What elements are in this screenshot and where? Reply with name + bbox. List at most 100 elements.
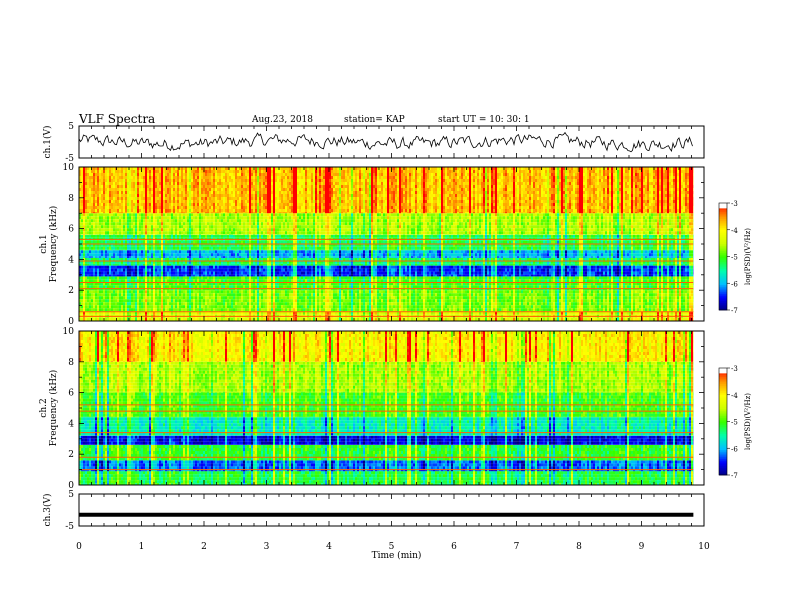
- spectrogram-cell: [607, 305, 609, 308]
- spectrogram-cell: [337, 299, 339, 302]
- spectrogram-cell: [97, 296, 99, 299]
- spectrogram-cell: [241, 296, 243, 299]
- spectrogram-cell: [253, 290, 255, 293]
- spectrogram-cell: [673, 305, 675, 308]
- spectrogram-cell: [125, 276, 127, 279]
- spectrogram-cell: [377, 279, 379, 282]
- spectrogram-cell: [373, 302, 375, 305]
- spectrogram-cell: [99, 276, 101, 279]
- spectrogram-cell: [107, 279, 109, 282]
- spectrogram-cell: [157, 279, 159, 282]
- spectrogram-cell: [81, 302, 83, 305]
- spectrogram-cell: [393, 299, 395, 302]
- spectrogram-cell: [469, 279, 471, 282]
- spectrogram-cell: [639, 276, 641, 279]
- spectrogram-cell: [135, 276, 137, 279]
- spectrogram-cell: [139, 293, 141, 296]
- spectrogram-cell: [597, 296, 599, 299]
- spectrogram-cell: [619, 279, 621, 282]
- spectrogram-cell: [615, 302, 617, 305]
- spectrogram-cell: [329, 308, 331, 311]
- spectrogram-cell: [461, 293, 463, 296]
- spectrogram-cell: [201, 305, 203, 308]
- spectrogram-cell: [311, 290, 313, 293]
- spectrogram-cell: [669, 296, 671, 299]
- spectrogram-cell: [561, 279, 563, 282]
- spectrogram-cell: [403, 299, 405, 302]
- spectrogram-cell: [687, 318, 689, 321]
- spectrogram-cell: [237, 308, 239, 311]
- spectrogram-cell: [617, 299, 619, 302]
- spectrogram-cell: [627, 305, 629, 308]
- spectrogram-cell: [235, 299, 237, 302]
- spectrogram-cell: [551, 279, 553, 282]
- spectrogram-cell: [451, 305, 453, 308]
- spectrogram-cell: [511, 302, 513, 305]
- spectrogram-cell: [315, 290, 317, 293]
- spectrogram-cell: [483, 276, 485, 279]
- spectrogram-cell: [391, 279, 393, 282]
- spectrogram-cell: [253, 279, 255, 282]
- spectrogram-cell: [445, 276, 447, 279]
- spectrogram-cell: [375, 308, 377, 311]
- spectrogram-cell: [453, 305, 455, 308]
- spectrogram-cell: [613, 293, 615, 296]
- spectrogram-cell: [231, 293, 233, 296]
- spectrogram-cell: [261, 308, 263, 311]
- spectrogram-cell: [143, 276, 145, 279]
- spectrogram-cell: [99, 293, 101, 296]
- spectrogram-cell: [675, 293, 677, 296]
- spectrogram-cell: [585, 296, 587, 299]
- spectrogram-cell: [359, 293, 361, 296]
- spectrogram-cell: [523, 290, 525, 293]
- spectrogram-cell: [393, 279, 395, 282]
- spectrogram-cell: [497, 302, 499, 305]
- spectrogram-cell: [433, 308, 435, 311]
- spectrogram-cell: [349, 299, 351, 302]
- spectrogram-cell: [193, 290, 195, 293]
- spectrogram-cell: [457, 293, 459, 296]
- spectrogram-cell: [379, 302, 381, 305]
- spectrogram-cell: [141, 305, 143, 308]
- spectrogram-cell: [619, 293, 621, 296]
- spectrogram-cell: [161, 279, 163, 282]
- spectrogram-cell: [157, 276, 159, 279]
- spectrogram-cell: [633, 302, 635, 305]
- spectrogram-cell: [503, 299, 505, 302]
- spectrogram-cell: [223, 308, 225, 311]
- spectrogram-cell: [181, 279, 183, 282]
- spectrogram-cell: [663, 293, 665, 296]
- spectrogram-cell: [409, 279, 411, 282]
- spectrogram-cell: [541, 305, 543, 308]
- spectrogram-cell: [185, 305, 187, 308]
- spectrogram-cell: [323, 302, 325, 305]
- spectrogram-cell: [171, 305, 173, 308]
- spectrogram-cell: [683, 296, 685, 299]
- spectrogram-cell: [325, 318, 327, 321]
- spectrogram-cell: [621, 318, 623, 321]
- spectrogram-cell: [465, 290, 467, 293]
- spectrogram-cell: [535, 305, 537, 308]
- spectrogram-cell: [327, 308, 329, 311]
- spectrogram-cell: [289, 279, 291, 282]
- spectrogram-cell: [181, 308, 183, 311]
- spectrogram-cell: [165, 302, 167, 305]
- spectrogram-cell: [183, 299, 185, 302]
- spectrogram-cell: [303, 302, 305, 305]
- spectrogram-cell: [457, 305, 459, 308]
- spectrogram-cell: [675, 290, 677, 293]
- spectrogram-cell: [281, 279, 283, 282]
- spectrogram-cell: [675, 318, 677, 321]
- spectrogram-cell: [195, 305, 197, 308]
- spectrogram-cell: [95, 308, 97, 311]
- spectrogram-cell: [665, 293, 667, 296]
- spectrogram-cell: [641, 293, 643, 296]
- spectrogram-cell: [117, 308, 119, 311]
- spectrogram-cell: [647, 308, 649, 311]
- spectrogram-cell: [415, 276, 417, 279]
- spectrogram-cell: [211, 302, 213, 305]
- spectrogram-cell: [169, 279, 171, 282]
- spectrogram-cell: [455, 279, 457, 282]
- spectrogram-cell: [329, 290, 331, 293]
- spectrogram-cell: [163, 305, 165, 308]
